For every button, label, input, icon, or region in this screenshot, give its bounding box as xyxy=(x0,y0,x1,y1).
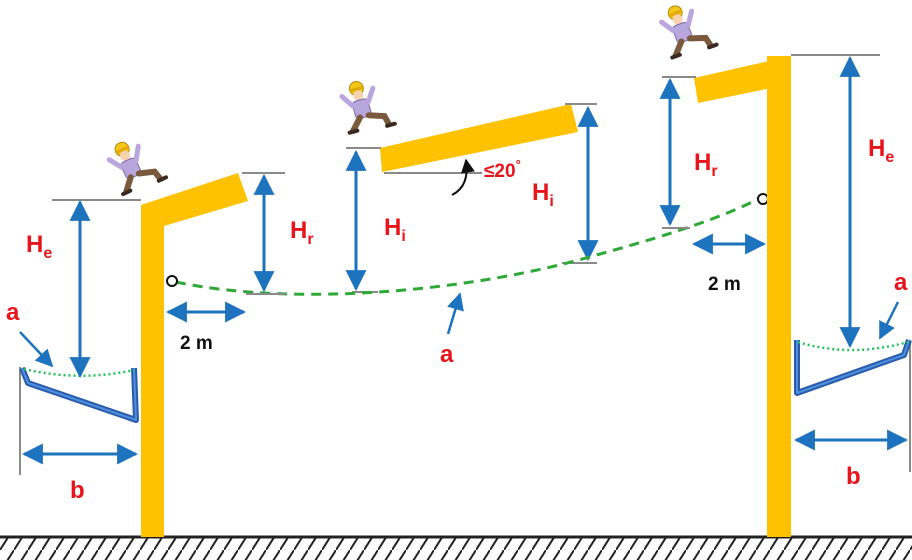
left-net-pointer xyxy=(19,331,54,368)
left-reference-lines xyxy=(19,172,285,475)
right-he-label: He xyxy=(868,135,894,166)
right-reference-lines xyxy=(662,54,911,472)
right-hr-label: Hr xyxy=(694,149,718,180)
left-he-label: He xyxy=(26,231,52,262)
middle-net-label: a xyxy=(440,341,454,368)
right-net-pointer xyxy=(878,301,900,340)
left-b-label: b xyxy=(70,477,85,504)
middle-net-pointer xyxy=(446,292,464,335)
left-column xyxy=(141,173,248,537)
right-2m-label: 2 m xyxy=(708,274,741,295)
left-falling-worker-icon xyxy=(103,131,166,197)
left-hr-label: Hr xyxy=(290,217,314,248)
right-catch-net xyxy=(794,339,912,396)
middle-left-hi-label: Hi xyxy=(384,214,406,245)
angle-label: ≤20° xyxy=(484,157,521,182)
ground xyxy=(0,535,912,560)
right-column xyxy=(694,56,791,537)
left-2m-label: 2 m xyxy=(180,333,213,354)
right-falling-worker-icon xyxy=(656,0,717,60)
left-anchor-ring-icon xyxy=(166,275,178,287)
right-b-label: b xyxy=(846,463,861,490)
right-net-label: a xyxy=(894,269,908,296)
middle-right-hi-label: Hi xyxy=(532,179,554,210)
angle-arc xyxy=(451,158,475,196)
left-net-label: a xyxy=(6,299,20,326)
middle-inclined-roof xyxy=(380,104,578,172)
middle-falling-worker-icon xyxy=(337,74,395,135)
right-anchor-ring-icon xyxy=(757,193,769,205)
